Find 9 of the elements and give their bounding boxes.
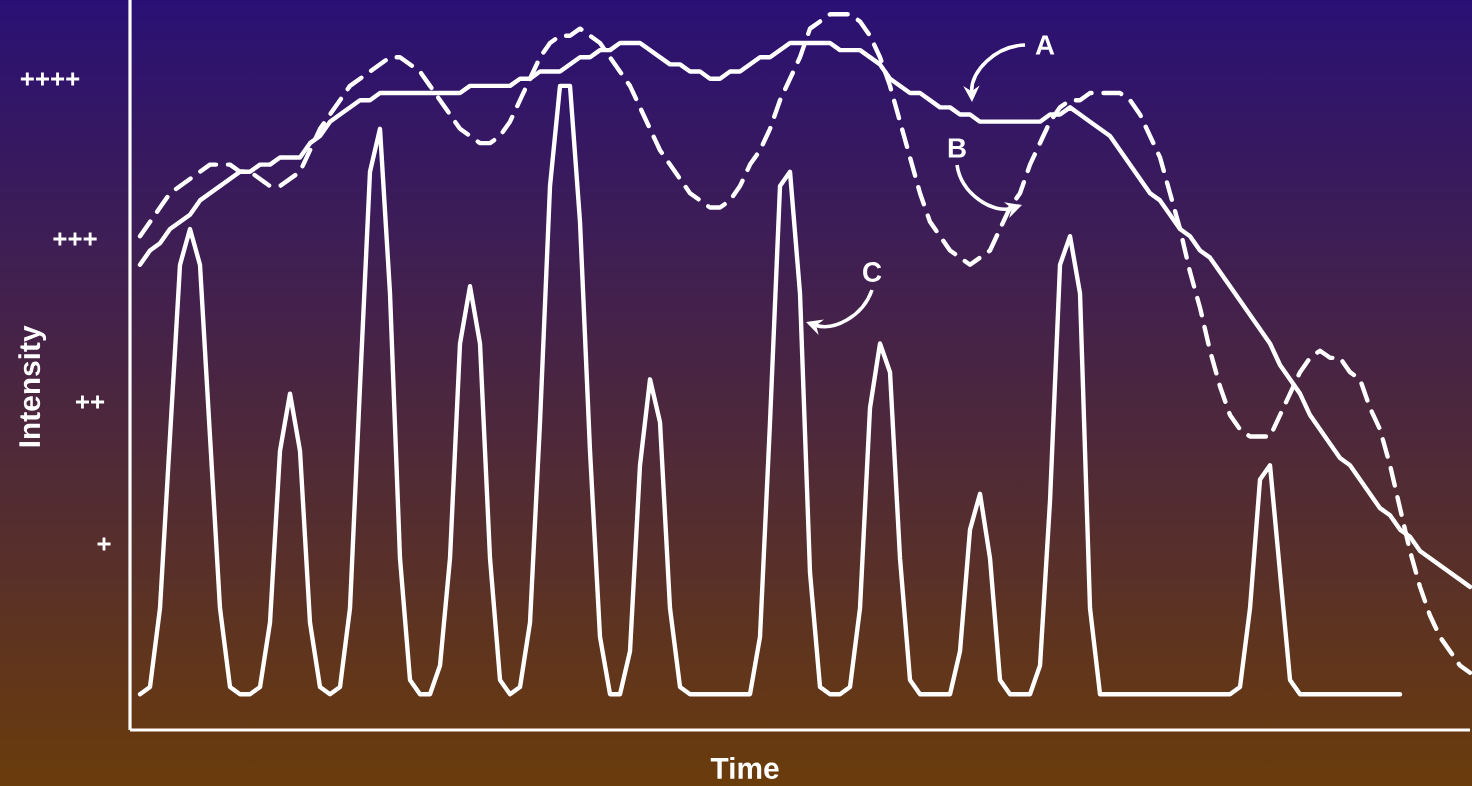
series-label: B xyxy=(948,138,966,158)
text: ++++ xyxy=(20,72,80,86)
series-label: A xyxy=(1035,35,1055,55)
text: C xyxy=(863,262,882,282)
text: +++ xyxy=(53,232,97,246)
y-axis-title: Intensity xyxy=(18,325,47,447)
text: + xyxy=(97,537,111,551)
text: ++ xyxy=(75,395,105,409)
x-axis-title: Time xyxy=(710,756,779,779)
